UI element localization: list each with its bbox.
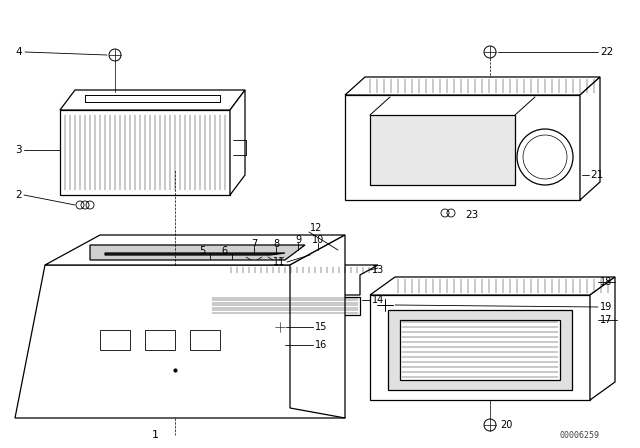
Polygon shape [388, 310, 572, 390]
Text: 22: 22 [600, 47, 613, 57]
Polygon shape [400, 320, 560, 380]
Polygon shape [45, 235, 345, 265]
Polygon shape [345, 95, 580, 200]
Bar [190, 330, 220, 350]
Polygon shape [370, 277, 615, 295]
Text: 15: 15 [315, 322, 328, 332]
Text: 2: 2 [15, 190, 22, 200]
Polygon shape [345, 77, 600, 95]
Text: 10: 10 [312, 235, 324, 245]
Polygon shape [90, 245, 305, 260]
Text: 19: 19 [600, 302, 612, 312]
Polygon shape [370, 295, 590, 400]
Text: 14: 14 [372, 295, 384, 305]
Polygon shape [580, 77, 600, 200]
Text: 20: 20 [500, 420, 513, 430]
Text: 12: 12 [310, 223, 323, 233]
Text: 7: 7 [251, 239, 257, 249]
Text: 8: 8 [273, 239, 279, 249]
Text: 5: 5 [199, 246, 205, 256]
Text: 11: 11 [273, 257, 285, 267]
Polygon shape [590, 277, 615, 400]
Text: 23: 23 [465, 210, 478, 220]
Text: 13: 13 [372, 265, 384, 275]
Polygon shape [230, 90, 245, 195]
Polygon shape [60, 90, 245, 110]
Text: 16: 16 [315, 340, 327, 350]
Text: 3: 3 [15, 145, 22, 155]
Text: 6: 6 [221, 246, 227, 256]
Text: 18: 18 [600, 277, 612, 287]
Text: 1: 1 [152, 430, 159, 440]
Polygon shape [15, 265, 345, 418]
Polygon shape [210, 265, 378, 295]
Polygon shape [60, 110, 230, 195]
Text: 00006259: 00006259 [560, 431, 600, 439]
Polygon shape [290, 235, 345, 418]
Text: 17: 17 [600, 315, 612, 325]
Polygon shape [105, 253, 285, 255]
Bar [145, 330, 175, 350]
Polygon shape [370, 115, 515, 185]
Text: 9: 9 [295, 235, 301, 245]
Polygon shape [210, 297, 360, 315]
Bar [100, 330, 130, 350]
Text: 21: 21 [590, 170, 604, 180]
Text: 4: 4 [15, 47, 22, 57]
